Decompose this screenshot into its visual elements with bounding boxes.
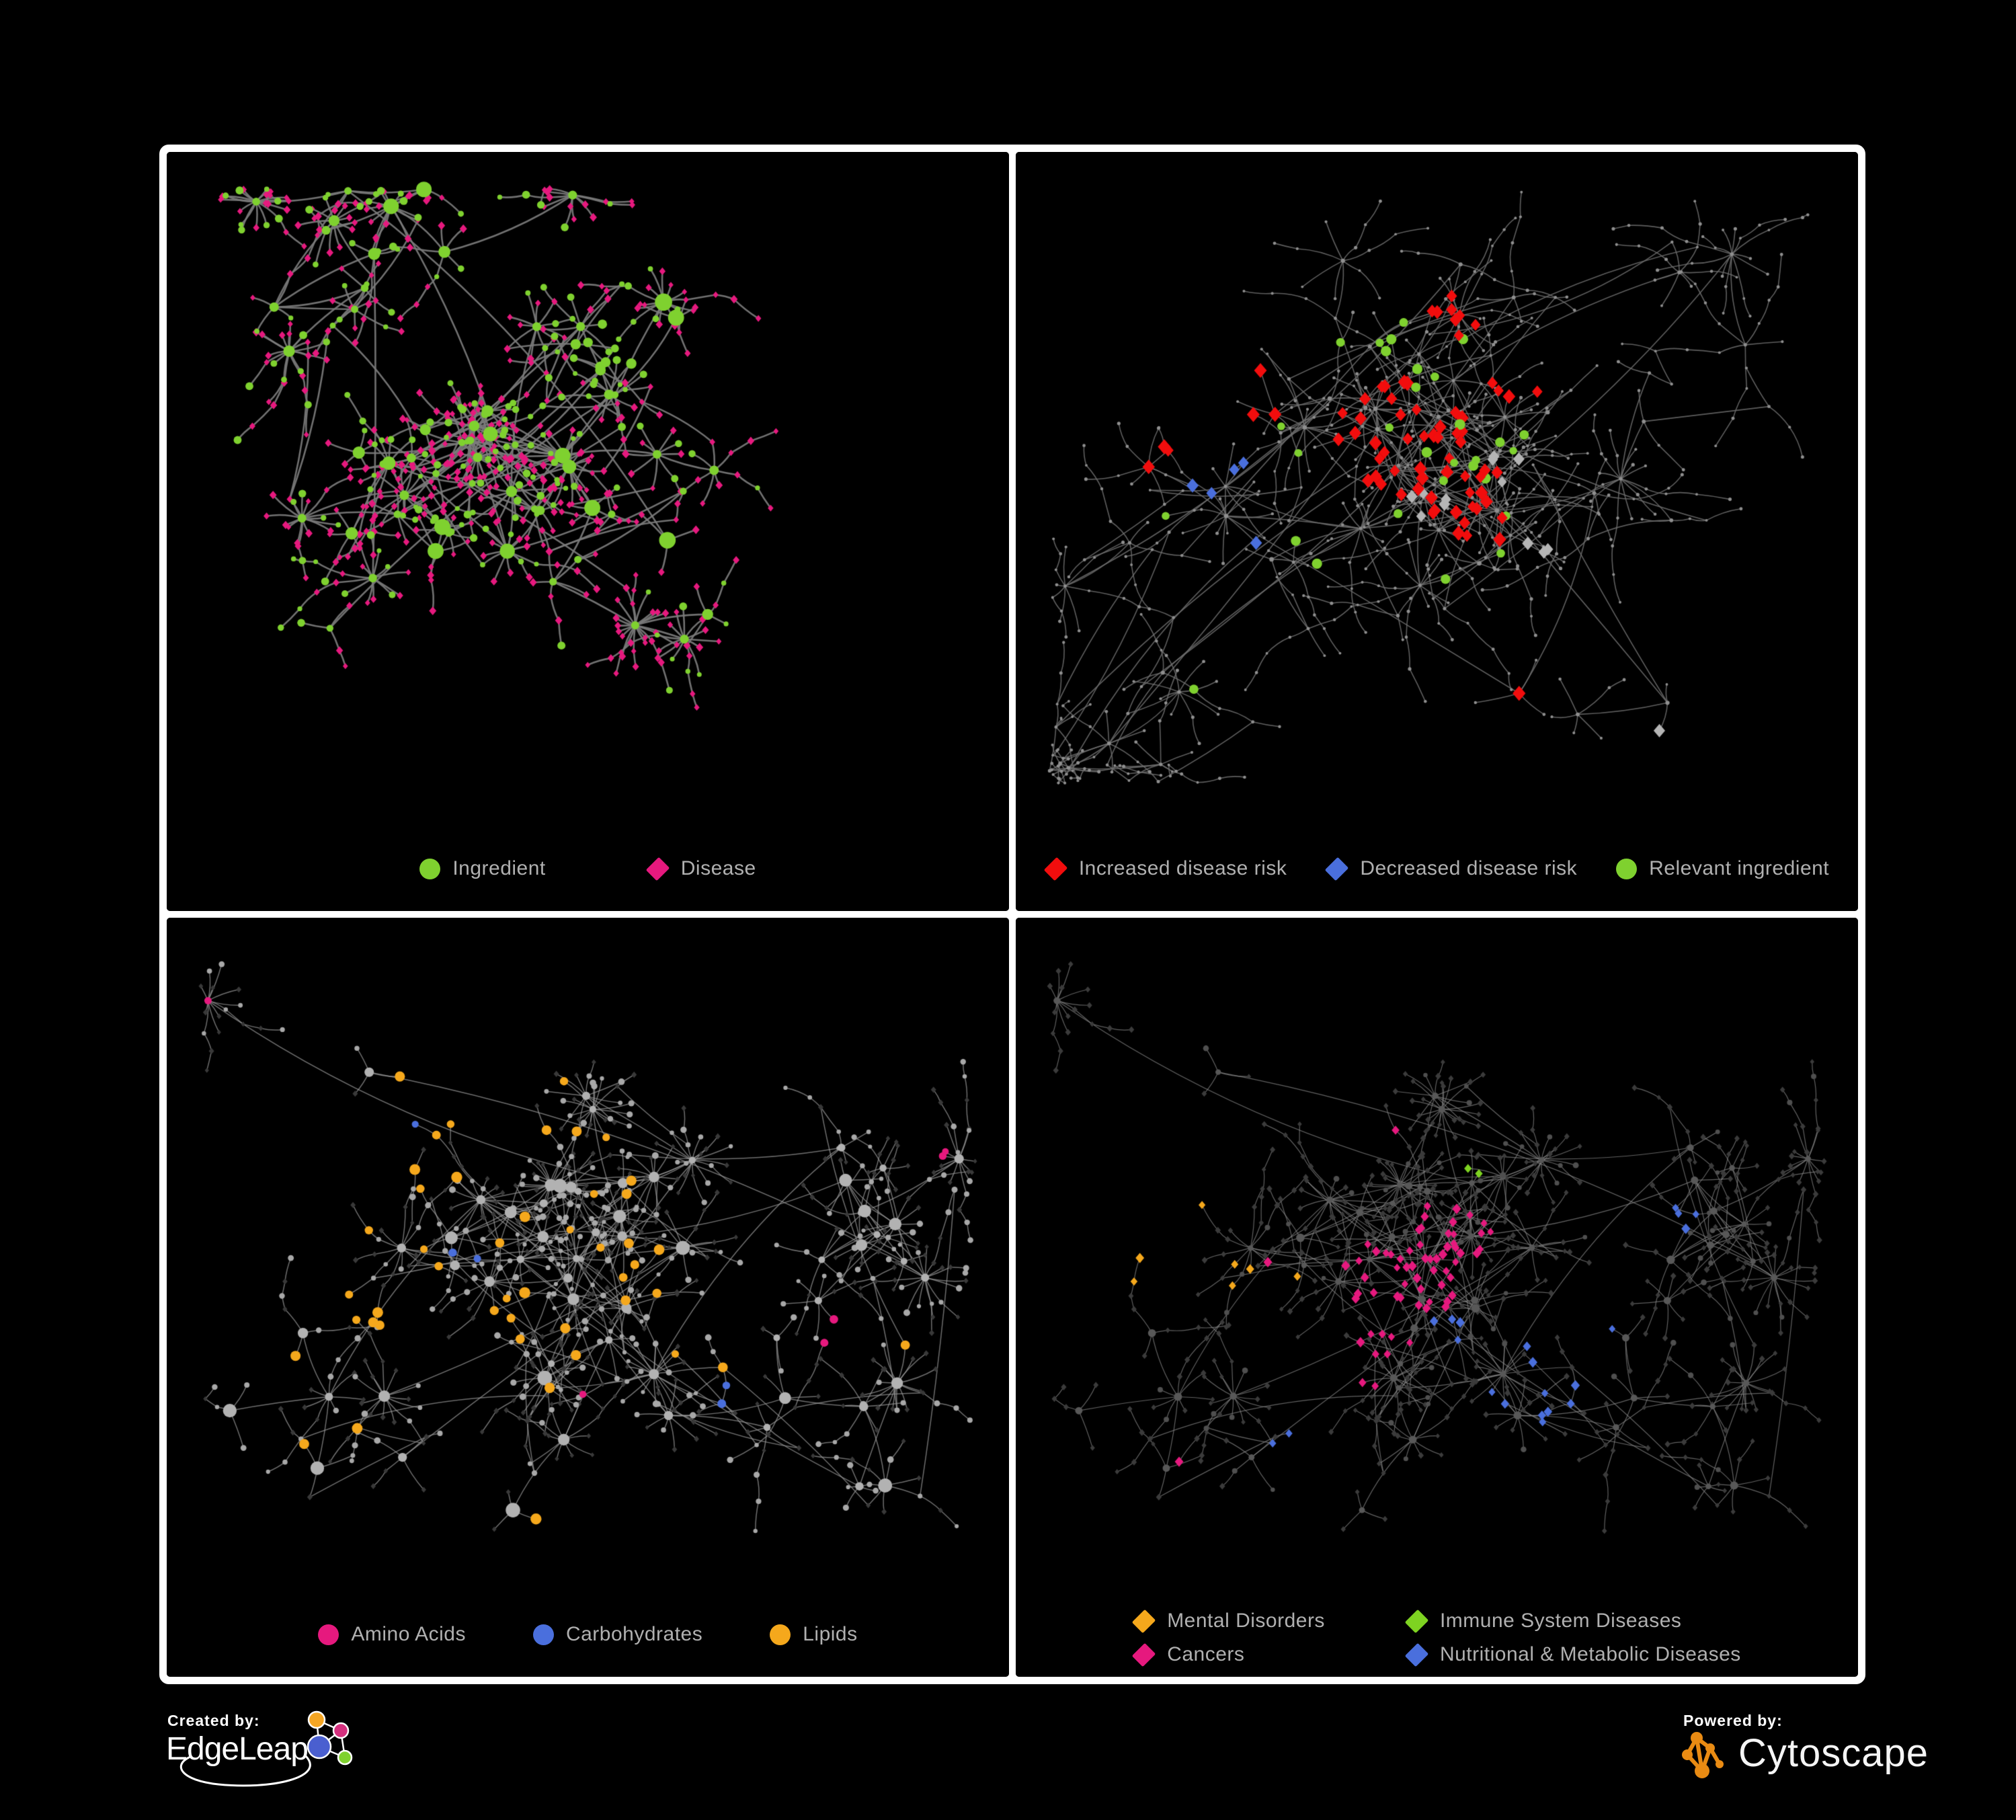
- panel-disease-classes: Mental Disorders Cancers Immune System Dis…: [1012, 914, 1861, 1680]
- legend-label: Disease: [680, 857, 756, 879]
- network-canvas-disease-classes: [1016, 918, 1858, 1677]
- legend-label: Nutritional & Metabolic Diseases: [1439, 1643, 1741, 1665]
- diamond-swatch-icon: [1043, 857, 1068, 881]
- legend-label: Relevant ingredient: [1649, 857, 1830, 879]
- legend-disease-classes: Mental Disorders Cancers Immune System Dis…: [1016, 1609, 1858, 1667]
- legend-item: Nutritional & Metabolic Diseases: [1404, 1643, 1741, 1667]
- panel-ingredient-disease: Ingredient Disease: [163, 149, 1012, 914]
- network-canvas-disease-risk: [1016, 152, 1858, 911]
- network-canvas-ingredient-disease: [167, 152, 1009, 911]
- legend-label: Increased disease risk: [1078, 857, 1287, 879]
- created-by-caption: Created by:: [167, 1712, 260, 1729]
- diamond-swatch-icon: [1404, 1609, 1429, 1633]
- legend-item: Lipids: [770, 1623, 857, 1646]
- cytoscape-wordmark: Cytoscape: [1738, 1731, 1929, 1775]
- network-canvas-nutrient-classes: [167, 918, 1009, 1677]
- legend-item: Mental Disorders: [1131, 1609, 1325, 1633]
- diamond-swatch-icon: [1325, 857, 1349, 881]
- panel-nutrient-classes: Amino Acids Carbohydrates Lipids: [163, 914, 1012, 1680]
- diamond-swatch-icon: [1131, 1609, 1156, 1633]
- legend-label: Amino Acids: [351, 1623, 466, 1645]
- cytoscape-logo-icon: [1682, 1732, 1724, 1778]
- legend-label: Decreased disease risk: [1360, 857, 1578, 879]
- legend-item: Immune System Diseases: [1404, 1609, 1682, 1633]
- panel-disease-risk: Increased disease risk Decreased disease …: [1012, 149, 1861, 914]
- legend-item: Cancers: [1131, 1643, 1245, 1667]
- legend-ingredient-disease: Ingredient Disease: [167, 857, 1009, 881]
- legend-label: Mental Disorders: [1167, 1610, 1325, 1632]
- circle-swatch-icon: [419, 858, 441, 879]
- edgeleap-credit: Created by: EdgeLeap: [163, 1708, 385, 1795]
- legend-item: Decreased disease risk: [1325, 857, 1578, 881]
- edgeleap-logo-icon: [307, 1710, 353, 1766]
- panel-grid: Ingredient Disease Increased disease risk…: [159, 145, 1865, 1684]
- legend-disease-risk: Increased disease risk Decreased disease …: [1016, 857, 1858, 881]
- powered-by-caption: Powered by:: [1683, 1712, 1783, 1729]
- legend-label: Cancers: [1167, 1643, 1245, 1665]
- legend-item: Disease: [645, 857, 756, 881]
- legend-label: Immune System Diseases: [1439, 1610, 1682, 1632]
- legend-item: Amino Acids: [318, 1623, 466, 1646]
- legend-label: Ingredient: [452, 857, 546, 879]
- legend-label: Carbohydrates: [565, 1623, 703, 1645]
- edgeleap-wordmark: EdgeLeap: [166, 1731, 309, 1767]
- legend-item: Increased disease risk: [1043, 857, 1287, 881]
- diamond-swatch-icon: [645, 857, 670, 881]
- legend-item: Relevant ingredient: [1616, 857, 1829, 880]
- legend-nutrient-classes: Amino Acids Carbohydrates Lipids: [167, 1623, 1009, 1646]
- diamond-swatch-icon: [1131, 1643, 1156, 1667]
- legend-item: Carbohydrates: [532, 1623, 703, 1646]
- circle-swatch-icon: [532, 1624, 554, 1645]
- cytoscape-credit: Powered by: Cytoscape: [1681, 1708, 1963, 1795]
- diamond-swatch-icon: [1404, 1643, 1429, 1667]
- circle-swatch-icon: [318, 1624, 339, 1645]
- circle-swatch-icon: [1616, 858, 1638, 879]
- legend-label: Lipids: [803, 1623, 858, 1645]
- circle-swatch-icon: [770, 1624, 791, 1645]
- legend-item: Ingredient: [419, 857, 545, 880]
